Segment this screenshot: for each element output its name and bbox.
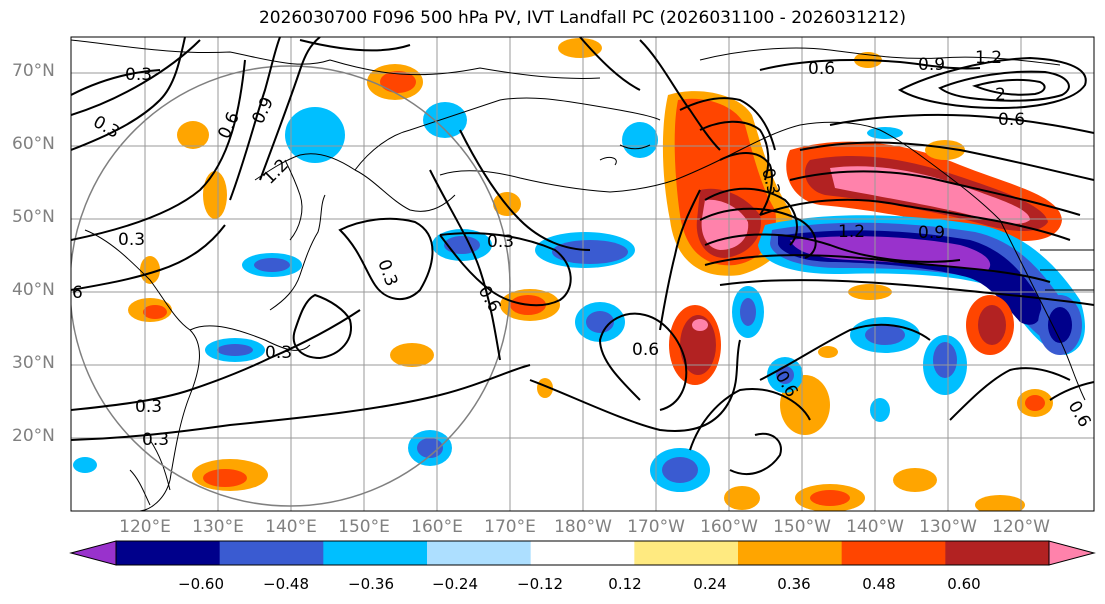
colorbar-tick-label: −0.36 (348, 575, 394, 593)
lon-tick-label: 140°W (846, 517, 904, 537)
map-frame (70, 36, 1095, 512)
lon-tick-label: 120°W (992, 517, 1050, 537)
anomaly-shading (73, 38, 1085, 511)
colorbar-tick-label: −0.12 (517, 575, 563, 593)
lon-tick-label: 180°W (554, 517, 612, 537)
contour-label: 2 (995, 85, 1006, 105)
warm-anomaly-gulf-alaska (786, 141, 1062, 241)
colorbar-tick-label: 0.36 (777, 575, 811, 593)
lon-tick-label: 160°E (411, 517, 463, 537)
contour-label: 0.9 (918, 55, 945, 75)
map-title: 2026030700 F096 500 hPa PV, IVT Landfall… (258, 8, 906, 28)
contour-label: 0.6 (632, 340, 659, 360)
contour-label: 6 (72, 283, 83, 303)
colorbar-cell (634, 541, 739, 565)
lat-tick-label: 40°N (12, 280, 55, 300)
colorbar-cell (738, 541, 843, 565)
colorbar (69, 540, 1096, 566)
colorbar-tick-label: −0.24 (432, 575, 478, 593)
colorbar-tick-label: 0.12 (608, 575, 642, 593)
colorbar-cell (116, 541, 221, 565)
lat-tick-label: 20°N (12, 426, 55, 446)
lon-tick-label: 140°E (265, 517, 317, 537)
lon-tick-label: 120°E (119, 517, 171, 537)
contour-label: 0.3 (135, 397, 162, 417)
lon-tick-label: 160°W (700, 517, 758, 537)
lon-tick-label: 170°W (627, 517, 685, 537)
contour-label: 0.6 (998, 110, 1025, 130)
contour-label: 0.9 (918, 223, 945, 243)
cold-anomaly-blobs (73, 102, 1082, 492)
contour-label: 0.3 (125, 65, 152, 85)
contour-label: 0.3 (118, 230, 145, 250)
contour-label: 0.3 (487, 232, 514, 252)
lon-tick-label: 130°E (192, 517, 244, 537)
colorbar-tick-label: 0.60 (947, 575, 981, 593)
colorbar-tick-label: −0.60 (178, 575, 224, 593)
colorbar-extend-right (1048, 540, 1096, 566)
lon-tick-label: 170°E (484, 517, 536, 537)
lon-tick-label: 130°W (919, 517, 977, 537)
contour-label: 0.3 (142, 430, 169, 450)
colorbar-tick-label: 0.48 (862, 575, 896, 593)
lat-tick-label: 60°N (12, 134, 55, 154)
gridlines (71, 37, 1094, 511)
lat-tick-label: 50°N (12, 207, 55, 227)
radius-circle (71, 65, 511, 507)
colorbar-cell (427, 541, 532, 565)
lat-tick-label: 30°N (12, 353, 55, 373)
lat-tick-label: 70°N (12, 61, 55, 81)
warm-anomaly-160w (662, 91, 793, 276)
contour-lines (71, 37, 1094, 475)
colorbar-cell (841, 541, 946, 565)
colorbar-cell (219, 541, 324, 565)
contour-label: 0.6 (808, 59, 835, 79)
colorbar-cell (945, 541, 1050, 565)
contour-label: 0.3 (265, 343, 292, 363)
colorbar-cell (323, 541, 428, 565)
lon-tick-label: 150°W (773, 517, 831, 537)
colorbar-cell (530, 541, 635, 565)
colorbar-extend-left (69, 540, 117, 566)
contour-label: 1.2 (838, 222, 865, 242)
contour-label: 1.2 (975, 48, 1002, 68)
colorbar-tick-label: −0.48 (263, 575, 309, 593)
lon-tick-label: 150°E (338, 517, 390, 537)
colorbar-tick-label: 0.24 (693, 575, 727, 593)
